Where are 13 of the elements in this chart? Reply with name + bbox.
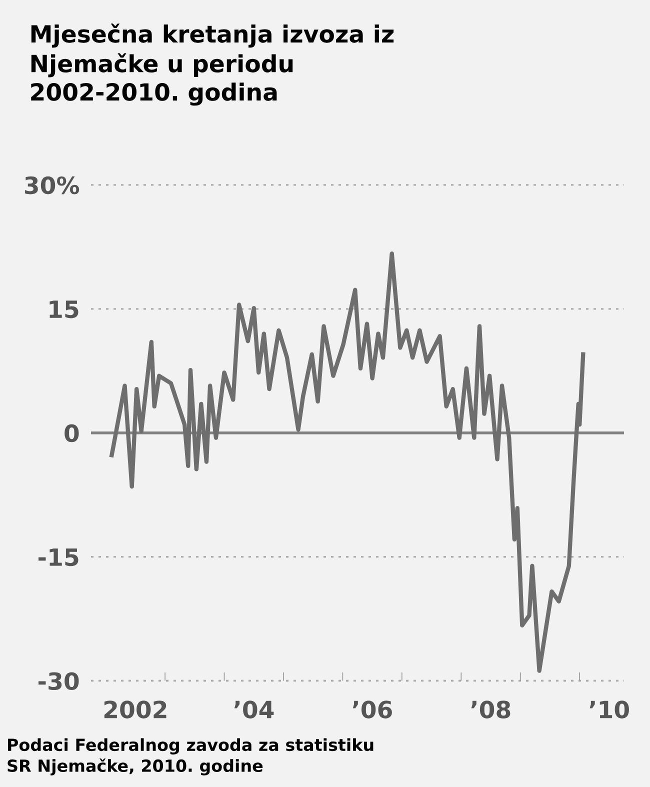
x-tick-label: ’10	[590, 700, 629, 718]
line-series	[110, 251, 586, 673]
y-tick-label: -30	[38, 672, 79, 690]
y-tick-label: 0	[64, 424, 79, 442]
x-tick-label: ’04	[234, 700, 274, 718]
y-tick-label: 15	[50, 300, 78, 318]
x-tick-label: ’06	[352, 700, 392, 718]
x-tick-label: ’08	[471, 700, 510, 718]
chart-title: Mjesečna kretanja izvoza iz Njemačke u periodu 2002-2010. godina	[31, 24, 394, 106]
x-tick-label: 2002	[104, 700, 166, 718]
y-tick-label: 30%	[24, 176, 80, 194]
y-tick-label: -15	[38, 548, 78, 566]
text: Podaci Federalnog zavoda za statistiku SR Njemačke, 2010. godine	[8, 738, 374, 776]
